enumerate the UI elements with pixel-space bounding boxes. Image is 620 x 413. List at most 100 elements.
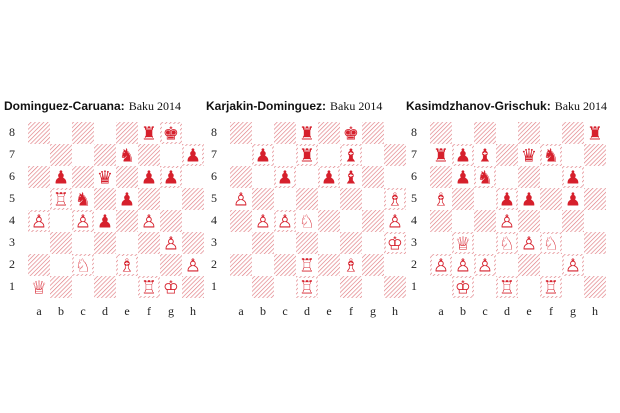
piece-background (254, 146, 272, 164)
square (452, 122, 474, 144)
square (252, 122, 274, 144)
square (474, 276, 496, 298)
piece: ♙ (521, 234, 537, 255)
piece: ♟ (521, 190, 537, 211)
square (28, 188, 50, 210)
square (50, 122, 72, 144)
piece: ♖ (141, 278, 157, 299)
square (138, 232, 160, 254)
square (94, 254, 116, 276)
piece: ♙ (455, 256, 471, 277)
piece-background (564, 256, 582, 274)
piece: ♝ (343, 168, 359, 189)
rank-label: 5 (411, 191, 417, 205)
square (474, 188, 496, 210)
square (160, 144, 182, 166)
square (296, 166, 318, 188)
piece-background (52, 168, 70, 186)
square (94, 276, 116, 298)
square (50, 232, 72, 254)
piece-background (342, 146, 360, 164)
piece-background (454, 256, 472, 274)
title-players: Dominguez-Caruana: (4, 99, 125, 113)
piece: ♙ (387, 212, 403, 233)
square (182, 188, 204, 210)
file-label: g (168, 304, 174, 318)
file-label: c (282, 304, 287, 318)
file-label: d (304, 304, 310, 318)
file-label: d (102, 304, 108, 318)
title-players: Karjakin-Dominguez: (206, 99, 326, 113)
square (252, 232, 274, 254)
piece-background (520, 234, 538, 252)
square (252, 276, 274, 298)
square (562, 122, 584, 144)
square (28, 144, 50, 166)
piece-background (432, 256, 450, 274)
file-label: g (370, 304, 376, 318)
square (94, 232, 116, 254)
square (518, 122, 540, 144)
square (72, 144, 94, 166)
square (430, 276, 452, 298)
piece-background (520, 146, 538, 164)
file-label: h (190, 304, 196, 318)
piece-background (298, 278, 316, 296)
square (274, 188, 296, 210)
square (430, 166, 452, 188)
piece: ♟ (185, 146, 201, 167)
square (230, 166, 252, 188)
square (318, 144, 340, 166)
square (230, 276, 252, 298)
piece-background (74, 212, 92, 230)
square (138, 188, 160, 210)
square (318, 254, 340, 276)
file-label: h (392, 304, 398, 318)
piece: ♟ (499, 190, 515, 211)
file-label: e (124, 304, 129, 318)
piece-background (476, 256, 494, 274)
piece-background (476, 168, 494, 186)
piece: ♕ (31, 278, 47, 299)
piece: ♜ (141, 124, 157, 145)
file-label: c (482, 304, 487, 318)
piece: ♙ (499, 212, 515, 233)
piece-background (162, 124, 180, 142)
square (230, 254, 252, 276)
square (362, 232, 384, 254)
square (50, 276, 72, 298)
square (584, 276, 606, 298)
square (160, 254, 182, 276)
square (384, 254, 406, 276)
square (182, 276, 204, 298)
rank-label: 4 (9, 213, 15, 227)
square (452, 188, 474, 210)
square (362, 188, 384, 210)
square (318, 276, 340, 298)
piece: ♗ (119, 256, 135, 277)
square (50, 144, 72, 166)
square (94, 144, 116, 166)
piece-background (184, 146, 202, 164)
square (182, 210, 204, 232)
square (430, 210, 452, 232)
piece: ♟ (565, 190, 581, 211)
square (274, 232, 296, 254)
piece-background (320, 168, 338, 186)
piece-background (118, 256, 136, 274)
piece: ♝ (343, 146, 359, 167)
rank-label: 8 (411, 125, 417, 139)
piece: ♜ (587, 124, 603, 145)
title-event: Baku 2014 (330, 99, 382, 113)
rank-label: 3 (411, 235, 417, 249)
piece: ♘ (299, 212, 315, 233)
square (362, 122, 384, 144)
rank-label: 1 (411, 279, 417, 293)
square (182, 122, 204, 144)
square (518, 276, 540, 298)
title-players: Kasimdzhanov-Grischuk: (406, 99, 551, 113)
piece-background (498, 278, 516, 296)
square (230, 144, 252, 166)
square (182, 166, 204, 188)
rank-label: 7 (211, 147, 217, 161)
